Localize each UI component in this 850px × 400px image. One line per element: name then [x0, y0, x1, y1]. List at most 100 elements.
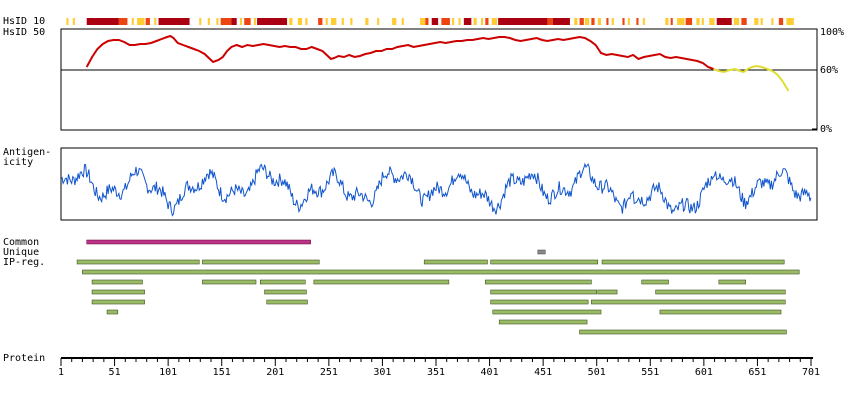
hsid10-segment	[207, 18, 210, 25]
hsid10-track	[66, 18, 794, 25]
axis-tick-label: 51	[109, 367, 121, 378]
hsid10-segment	[145, 18, 150, 25]
hsid10-segment	[611, 18, 614, 25]
hsid10-segment	[636, 18, 639, 25]
hsid10-segment	[574, 18, 578, 25]
pct0-label: 0%	[820, 124, 833, 135]
unique-region	[537, 249, 546, 255]
hsid50-frame	[60, 28, 818, 131]
axis-tick-label: 251	[320, 367, 338, 378]
axis-tick-label: 551	[641, 367, 659, 378]
ipreg-region	[490, 259, 599, 265]
hsid10-segment	[547, 18, 553, 25]
ipreg-region	[498, 319, 588, 325]
hsid10-segment	[771, 18, 774, 25]
antigenicity-line	[60, 162, 812, 217]
hsid10-segment	[760, 18, 763, 25]
hsid10-segment	[158, 18, 190, 25]
hsid50-label: HsID 50	[3, 27, 46, 38]
hsid10-segment	[627, 18, 630, 25]
hsid10-segment	[244, 18, 251, 25]
hsid10-segment	[778, 18, 784, 25]
antigenicity-label-line1: Antigen-	[3, 147, 52, 158]
hsid10-segment	[289, 18, 293, 25]
hsid10-segment	[392, 18, 397, 25]
ipreg-region	[659, 309, 782, 315]
hsid10-segment	[786, 18, 794, 25]
axis-tick-label: 601	[695, 367, 713, 378]
ipreg-region	[597, 289, 618, 295]
hsid10-segment	[253, 18, 256, 25]
axis-tick-label: 151	[213, 367, 231, 378]
ipreg-region	[91, 289, 145, 295]
hsid10-segment	[701, 18, 704, 25]
hsid10-segment	[498, 18, 548, 25]
ipreg-label: IP-reg.	[3, 257, 46, 268]
ipreg-region	[484, 279, 592, 285]
hsid10-segment	[305, 18, 308, 25]
hsid10-segment	[754, 18, 759, 25]
axis-tick-label: 701	[802, 367, 820, 378]
hsid10-segment	[66, 18, 69, 25]
region-tracks	[76, 239, 800, 335]
hsid10-segment	[137, 18, 145, 25]
ipreg-region	[76, 259, 200, 265]
ipreg-region	[259, 279, 306, 285]
antigenicity-frame	[60, 147, 818, 221]
hsid50-curve	[85, 34, 790, 92]
protein-label: Protein	[3, 353, 46, 364]
common-region	[86, 239, 311, 245]
hsid10-segment	[331, 18, 337, 25]
axis-tick-label: 201	[266, 367, 284, 378]
hsid10-segment	[463, 18, 472, 25]
hsid10-segment	[584, 18, 590, 25]
axis-tick-label: 301	[373, 367, 391, 378]
ipreg-region	[655, 289, 786, 295]
hsid10-segment	[431, 18, 439, 25]
hsid10-segment	[118, 18, 128, 25]
hsid10-segment	[733, 18, 740, 25]
hsid10-segment	[716, 18, 732, 25]
ipreg-region	[579, 329, 787, 335]
hsid10-segment	[458, 18, 461, 25]
axis-tick-label: 501	[588, 367, 606, 378]
hsid10-segment	[452, 18, 455, 25]
hsid10-segment	[297, 18, 303, 25]
hsid10-segment	[350, 18, 353, 25]
hsid10-segment	[341, 18, 344, 25]
hsid10-segment	[216, 18, 219, 25]
axis-tick-label: 451	[534, 367, 552, 378]
axis-tick-label: 351	[427, 367, 445, 378]
hsid10-segment	[318, 18, 323, 25]
hsid10-segment	[72, 18, 75, 25]
hsid10-segment	[579, 18, 584, 25]
protein-axis: 1 51 101 151 201 251 301 351 401 451 501 551 601 651 7…	[58, 358, 820, 378]
hsid10-segment	[481, 18, 484, 25]
ipreg-region	[591, 299, 786, 305]
ipreg-region	[313, 279, 450, 285]
hsid10-segment	[606, 18, 609, 25]
hsid50-line-low	[713, 64, 790, 92]
hsid10-segment	[552, 18, 570, 25]
antigenicity-plot	[60, 162, 812, 217]
hsid10-segment	[86, 18, 119, 25]
hsid10-segment	[377, 18, 380, 25]
hsid10-segment	[741, 18, 747, 25]
hsid10-label: HsID 10	[3, 16, 46, 27]
hsid50-line	[85, 34, 714, 70]
hsid10-segment	[419, 18, 426, 25]
hsid10-segment	[491, 18, 498, 25]
hsid10-segment	[257, 18, 288, 25]
hsid10-segment	[199, 18, 202, 25]
hsid10-segment	[685, 18, 693, 25]
ipreg-region	[718, 279, 746, 285]
ipreg-region	[641, 279, 669, 285]
ipreg-region	[423, 259, 488, 265]
ipreg-region	[490, 289, 598, 295]
hsid10-segment	[365, 18, 369, 25]
ipreg-region	[264, 289, 307, 295]
ipreg-region	[490, 299, 589, 305]
ipreg-region	[601, 259, 785, 265]
axis-tick-label: 401	[481, 367, 499, 378]
